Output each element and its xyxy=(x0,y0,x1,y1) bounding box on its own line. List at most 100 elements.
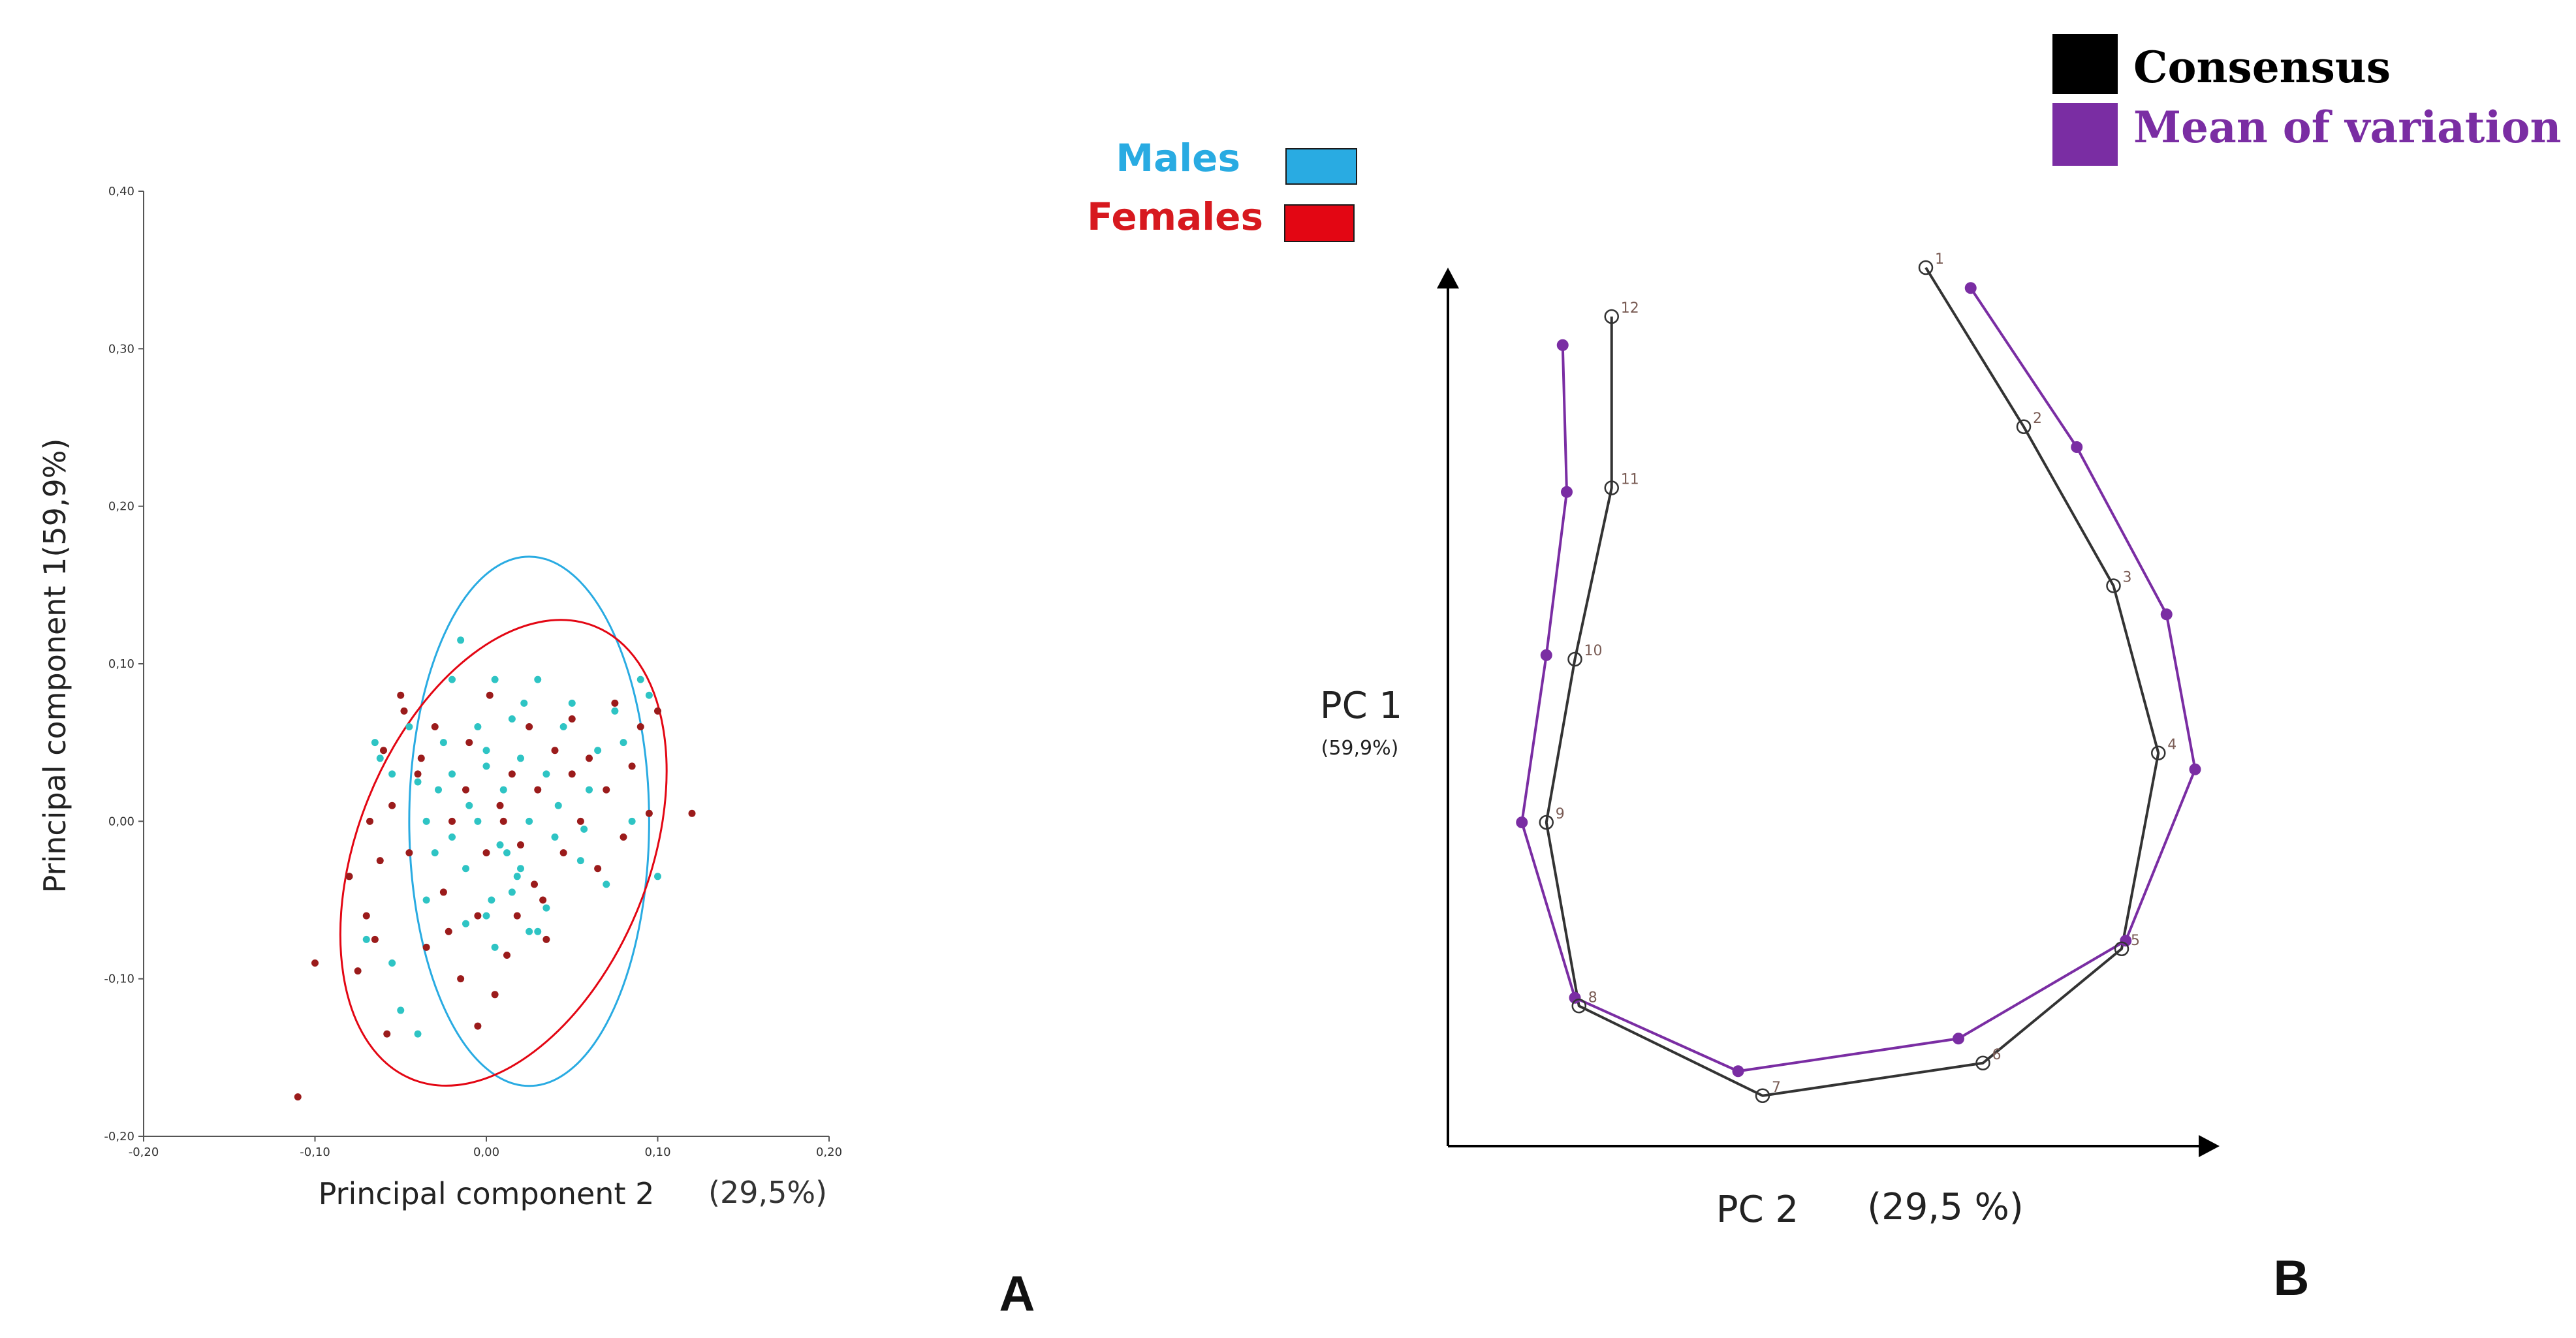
males-point xyxy=(554,801,562,809)
females-point xyxy=(448,817,456,825)
males-point xyxy=(462,920,469,927)
males-point xyxy=(576,857,584,865)
males-point xyxy=(586,786,593,794)
panel-a-x-axis-label: Principal component 2 xyxy=(319,1176,655,1211)
consensus-landmark xyxy=(2106,578,2121,593)
panel-b-x-axis-pct: (29,5 %) xyxy=(1867,1186,2023,1228)
panel-b-legend: Consensus Mean of variation xyxy=(2052,34,2561,166)
mean-variation-landmark xyxy=(1569,991,1581,1004)
panel-a-x-ticks: -0,20 -0,10 0,00 0,10 0,20 xyxy=(129,1136,842,1159)
females-point xyxy=(568,715,576,723)
females-point xyxy=(366,817,373,825)
males-point xyxy=(526,927,533,935)
females-point xyxy=(457,975,465,983)
females-point xyxy=(474,1022,482,1030)
females-point xyxy=(400,707,408,715)
consensus-landmark xyxy=(2016,419,2032,434)
legend-females-label: Females xyxy=(1087,194,1263,239)
males-point xyxy=(422,817,430,825)
males-point xyxy=(636,676,644,683)
males-point xyxy=(568,699,576,707)
females-point xyxy=(496,801,504,809)
males-point xyxy=(465,801,473,809)
females-point xyxy=(645,809,653,817)
consensus-landmark xyxy=(1567,651,1582,667)
y-tick-label: 0,00 xyxy=(108,815,134,828)
panel-a-y-ticks: -0,20 -0,10 0,00 0,10 0,20 0,30 0,40 xyxy=(104,185,144,1144)
males-point xyxy=(499,786,507,794)
females-point xyxy=(371,935,379,943)
panel-a-legend: Males Females xyxy=(1087,136,1357,242)
males-point xyxy=(517,755,524,762)
males-point xyxy=(474,723,482,731)
consensus-landmark xyxy=(2114,941,2129,956)
males-point xyxy=(448,770,456,778)
mean-variation-landmark xyxy=(1732,1065,1744,1078)
males-point xyxy=(526,817,533,825)
landmark-label: 4 xyxy=(2167,737,2176,753)
females-point xyxy=(508,770,516,778)
landmark-label: 8 xyxy=(1588,989,1597,1006)
males-point xyxy=(645,691,653,699)
legend-consensus-label: Consensus xyxy=(2133,42,2391,93)
x-tick-label: -0,10 xyxy=(300,1145,330,1159)
consensus-landmark xyxy=(1918,260,1934,275)
landmark-label: 3 xyxy=(2123,570,2132,586)
males-point xyxy=(508,888,516,896)
males-point xyxy=(362,935,370,943)
landmark-label: 11 xyxy=(1621,472,1639,488)
males-ellipse xyxy=(408,555,650,1087)
panel-b-axes xyxy=(1437,268,2220,1157)
females-point xyxy=(376,857,384,865)
y-tick-label: 0,30 xyxy=(108,342,134,356)
males-point xyxy=(503,849,510,857)
panel-b-x-axis-arrow xyxy=(2199,1135,2220,1157)
consensus-landmark xyxy=(2151,745,2166,760)
males-point xyxy=(603,880,610,888)
males-point xyxy=(439,739,447,747)
females-point xyxy=(482,849,490,857)
x-tick-label: -0,20 xyxy=(129,1145,159,1159)
landmark-label: 1 xyxy=(1935,251,1944,268)
legend-males-swatch xyxy=(1285,148,1357,185)
legend-females-swatch xyxy=(1284,204,1355,242)
panel-b-outlines xyxy=(1520,266,2197,1097)
males-point xyxy=(551,833,559,841)
consensus-landmark xyxy=(1539,815,1554,830)
mean-variation-landmark xyxy=(2120,935,2132,947)
landmark-label: 5 xyxy=(2131,933,2140,949)
females-point xyxy=(539,896,547,904)
males-point xyxy=(405,723,413,731)
males-point xyxy=(462,865,469,873)
males-point xyxy=(388,959,396,967)
landmark-label: 12 xyxy=(1621,300,1639,317)
females-ellipse xyxy=(339,619,668,1087)
consensus-landmark xyxy=(1975,1055,1990,1070)
mean-variation-landmark xyxy=(1516,817,1528,828)
mean-variation-landmark xyxy=(1561,486,1573,498)
females-point xyxy=(499,817,507,825)
landmark-label: 2 xyxy=(2033,411,2042,427)
mean-variation-landmark xyxy=(2189,763,2201,775)
mean-variation-landmark xyxy=(2071,441,2083,453)
females-point xyxy=(559,849,567,857)
mean-variation-landmark xyxy=(2160,608,2173,621)
females-point xyxy=(380,747,387,755)
y-tick-label: 0,20 xyxy=(108,500,134,514)
legend-mean-variation-label: Mean of variation xyxy=(2133,102,2561,153)
legend-males-label: Males xyxy=(1116,136,1240,180)
females-point xyxy=(422,943,430,951)
females-point xyxy=(513,912,521,920)
males-point xyxy=(482,747,490,755)
males-point xyxy=(496,841,504,849)
females-point xyxy=(568,770,576,778)
x-tick-label: 0,00 xyxy=(473,1145,499,1159)
females-point xyxy=(294,1093,302,1101)
males-point xyxy=(620,739,627,747)
females-point xyxy=(362,912,370,920)
males-point xyxy=(508,715,516,723)
males-point xyxy=(520,699,528,707)
males-point xyxy=(448,833,456,841)
